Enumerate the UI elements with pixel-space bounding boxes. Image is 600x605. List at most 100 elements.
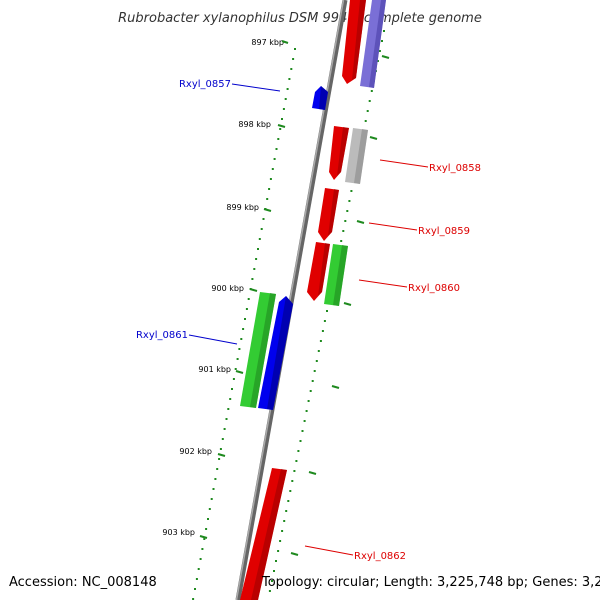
ring-dot xyxy=(307,400,310,402)
ring-dot xyxy=(381,40,383,42)
gene-label-rxyl-0862[interactable]: Rxyl_0862 xyxy=(354,551,406,562)
tick-mark-inner xyxy=(217,453,226,457)
ring-dot xyxy=(281,530,284,532)
gene-label-rxyl-0857[interactable]: Rxyl_0857 xyxy=(179,79,231,90)
ring-dot xyxy=(238,348,241,350)
ring-dot xyxy=(247,298,250,300)
tick-mark-inner xyxy=(263,208,272,212)
ring-dot xyxy=(275,560,277,562)
ring-dot xyxy=(350,190,353,192)
ring-dot xyxy=(262,218,265,220)
gene-arrow-top-forward-shade xyxy=(352,0,366,80)
ring-dot xyxy=(205,528,208,530)
ring-dot xyxy=(258,238,261,240)
ring-dot xyxy=(346,210,349,212)
ring-dot xyxy=(286,88,289,90)
ring-dot xyxy=(212,488,215,490)
gene-label-leader xyxy=(379,159,429,168)
ring-dot xyxy=(225,418,228,420)
gene-arrow-rxyl-0859-shade xyxy=(328,189,339,236)
ring-dot xyxy=(253,268,256,270)
ring-dot xyxy=(271,168,274,170)
ring-dot xyxy=(192,598,195,600)
ring-dot xyxy=(245,308,248,310)
tick-mark-outer xyxy=(290,552,299,556)
ring-dot xyxy=(342,230,345,232)
gene-label-rxyl-0860[interactable]: Rxyl_0860 xyxy=(408,283,460,294)
ring-dot xyxy=(260,228,263,230)
ring-dot xyxy=(293,470,296,472)
gene-label-leader xyxy=(368,222,418,231)
tick-label: 900 kbp xyxy=(211,284,244,293)
ring-dot xyxy=(273,158,276,160)
ring-dot xyxy=(315,360,318,362)
gene-arrow-rxyl-0857-shade xyxy=(319,86,328,110)
ring-dot xyxy=(317,350,320,352)
ring-dot xyxy=(285,510,288,512)
ring-dot xyxy=(321,330,324,332)
ring-dot xyxy=(236,358,239,360)
gene-arrow-rxyl-0860-shade xyxy=(318,243,330,296)
ring-dot xyxy=(299,440,302,442)
ring-dot xyxy=(273,570,275,572)
gene-label-leader xyxy=(358,279,408,288)
gene-label-rxyl-0858[interactable]: Rxyl_0858 xyxy=(429,163,481,174)
gene-label-rxyl-0861[interactable]: Rxyl_0861 xyxy=(136,330,188,341)
lavender-feature-top-shade xyxy=(369,0,386,88)
ring-dot xyxy=(227,408,230,410)
ring-dot xyxy=(364,120,367,122)
tick-mark-outer xyxy=(308,471,317,475)
green-feature-0861-shade xyxy=(250,293,276,408)
ring-dot xyxy=(289,490,292,492)
ring-dot xyxy=(292,58,295,60)
tick-label: 898 kbp xyxy=(238,120,271,129)
tick-mark-inner xyxy=(277,124,286,128)
gene-arrow-rxyl-0862-shade xyxy=(251,469,287,600)
ring-dot xyxy=(283,520,286,522)
green-feature-0860-shade xyxy=(333,245,348,306)
dotted-ring-inner xyxy=(192,48,296,600)
ring-dot xyxy=(234,368,237,370)
ring-dot xyxy=(201,548,204,550)
gene-features xyxy=(240,0,386,600)
ring-dot xyxy=(271,580,273,582)
ring-dot xyxy=(223,428,226,430)
ring-dot xyxy=(219,448,222,450)
topology-text: Topology: circular; Length: 3,225,748 bp… xyxy=(261,575,600,590)
tick-mark-inner xyxy=(235,370,244,374)
ring-dot xyxy=(340,240,343,242)
tick-label: 903 kbp xyxy=(162,528,195,537)
ring-dot xyxy=(199,558,202,560)
ring-dot xyxy=(294,48,296,50)
ring-dot xyxy=(295,460,298,462)
ring-dot xyxy=(251,278,254,280)
tick-label: 899 kbp xyxy=(226,203,259,212)
gene-labels: Rxyl_0857 Rxyl_0858 Rxyl_0859 Rxyl_0860 Rxyl… xyxy=(136,79,481,562)
ring-dot xyxy=(303,420,306,422)
ring-dot xyxy=(277,138,280,140)
tick-mark-outer xyxy=(331,385,340,389)
coordinate-ticks: 897 kbp 898 kbp 899 kbp 900 kbp 901 kbp 902 k… xyxy=(162,38,390,556)
ring-dot xyxy=(268,590,271,592)
ring-dot xyxy=(305,410,308,412)
ring-dot xyxy=(313,370,316,372)
ring-dot xyxy=(323,320,326,322)
tick-mark-inner xyxy=(199,535,208,539)
accession-text: Accession: NC_008148 xyxy=(9,575,157,590)
ring-dot xyxy=(218,458,221,460)
gene-label-rxyl-0859[interactable]: Rxyl_0859 xyxy=(418,226,470,237)
ring-dot xyxy=(266,198,269,200)
ring-dot xyxy=(197,568,200,570)
ring-dot xyxy=(383,30,385,32)
ring-dot xyxy=(366,110,369,112)
tick-mark-outer xyxy=(381,55,390,59)
ring-dot xyxy=(257,248,259,250)
ring-dot xyxy=(344,220,347,222)
ring-dot xyxy=(275,148,278,150)
ring-dot xyxy=(240,338,243,340)
ring-dot xyxy=(287,500,290,502)
ring-dot xyxy=(311,380,314,382)
ring-dot xyxy=(232,378,235,380)
